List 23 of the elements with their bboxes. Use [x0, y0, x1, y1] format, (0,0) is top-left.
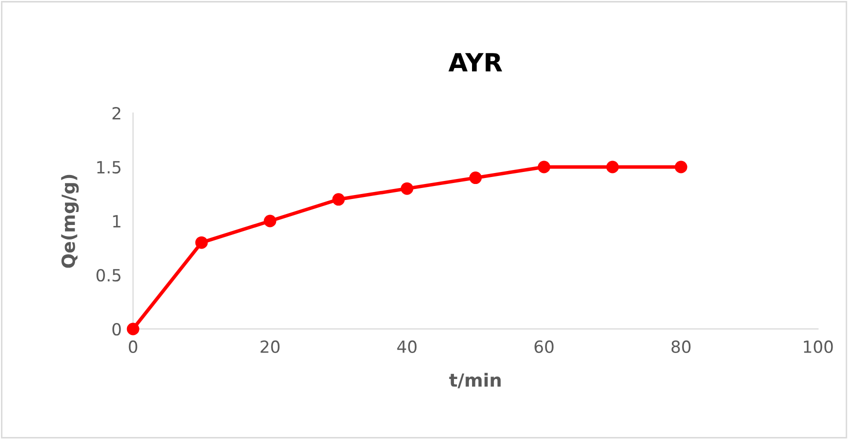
- y-tick-label: 2: [112, 106, 120, 120]
- x-tick-label: 80: [672, 340, 691, 353]
- y-axis-title: Qe(mg/g): [61, 174, 79, 268]
- x-tick-label: 60: [534, 340, 554, 353]
- x-tick-label: 100: [804, 340, 833, 353]
- point: [400, 182, 414, 195]
- point: [332, 193, 345, 206]
- point: [538, 160, 550, 174]
- point: [195, 236, 208, 249]
- point: [264, 214, 276, 228]
- x-tick-label: 0: [128, 340, 138, 353]
- point: [606, 160, 619, 174]
- point: [126, 322, 140, 336]
- x-axis-title: t/min: [449, 372, 501, 388]
- point: [469, 172, 482, 184]
- y-tick-label: 1.5: [97, 161, 120, 174]
- chart-title: AYR: [448, 53, 502, 72]
- x-tick-label: 40: [397, 340, 417, 353]
- point: [674, 160, 688, 174]
- y-tick-label: 0: [112, 322, 121, 336]
- x-tick-label: 20: [260, 340, 280, 353]
- y-tick-label: 0.5: [96, 268, 120, 282]
- y-tick-label: 1: [113, 215, 120, 228]
